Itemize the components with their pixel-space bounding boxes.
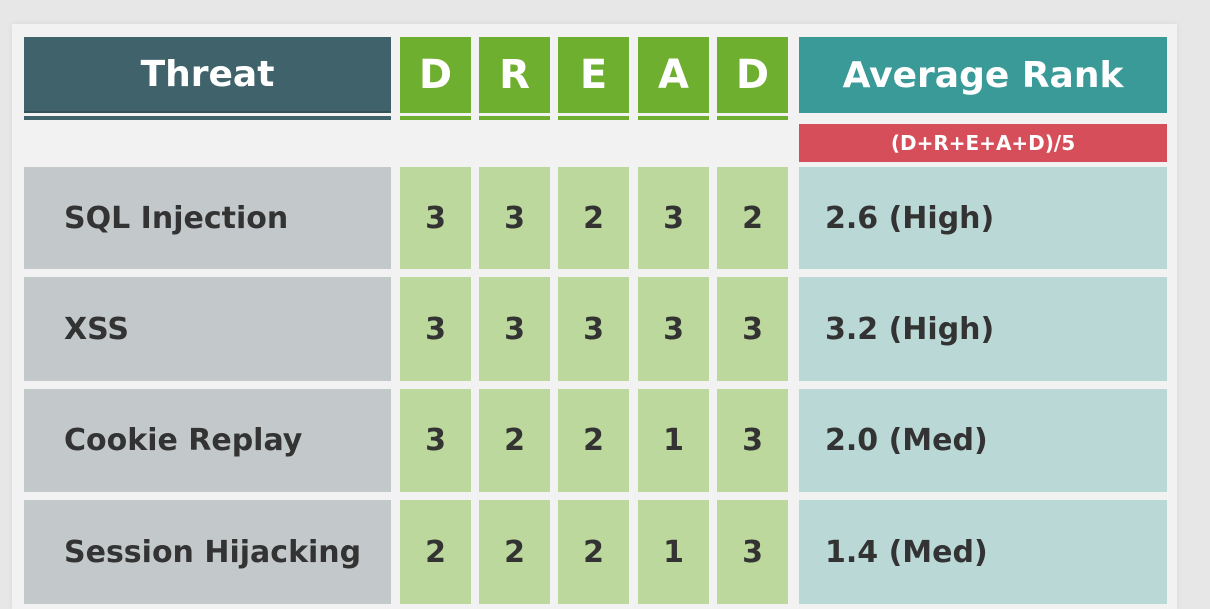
threat-header-underline: [24, 116, 391, 120]
dread-header-a: A: [638, 37, 709, 113]
score-cell: 3: [400, 389, 471, 492]
formula-label: (D+R+E+A+D)/5: [799, 124, 1167, 162]
score-cell: 3: [638, 277, 709, 381]
score-cell: 3: [558, 277, 629, 381]
dread-underline-d2: [717, 116, 788, 120]
threat-cell: XSS: [24, 277, 391, 381]
dread-header-e: E: [558, 37, 629, 113]
average-cell: 2.0 (Med): [799, 389, 1167, 492]
dread-underline-e: [558, 116, 629, 120]
average-cell: 3.2 (High): [799, 277, 1167, 381]
score-cell: 2: [479, 500, 550, 604]
dread-header-d1: D: [400, 37, 471, 113]
threat-header: Threat: [24, 37, 391, 113]
dread-underline-d1: [400, 116, 471, 120]
score-cell: 3: [717, 389, 788, 492]
score-cell: 2: [558, 167, 629, 269]
average-rank-header: Average Rank: [799, 37, 1167, 113]
score-cell: 3: [400, 277, 471, 381]
dread-header-r: R: [479, 37, 550, 113]
score-cell: 3: [717, 277, 788, 381]
average-cell: 1.4 (Med): [799, 500, 1167, 604]
score-cell: 2: [717, 167, 788, 269]
threat-cell: SQL Injection: [24, 167, 391, 269]
average-cell: 2.6 (High): [799, 167, 1167, 269]
threat-cell: Session Hijacking: [24, 500, 391, 604]
score-cell: 3: [479, 167, 550, 269]
score-cell: 3: [717, 500, 788, 604]
score-cell: 3: [479, 277, 550, 381]
score-cell: 1: [638, 389, 709, 492]
threat-cell: Cookie Replay: [24, 389, 391, 492]
score-cell: 2: [558, 389, 629, 492]
score-cell: 2: [400, 500, 471, 604]
dread-underline-r: [479, 116, 550, 120]
score-cell: 1: [638, 500, 709, 604]
dread-header-d2: D: [717, 37, 788, 113]
score-cell: 3: [400, 167, 471, 269]
score-cell: 2: [558, 500, 629, 604]
score-cell: 3: [638, 167, 709, 269]
score-cell: 2: [479, 389, 550, 492]
dread-underline-a: [638, 116, 709, 120]
